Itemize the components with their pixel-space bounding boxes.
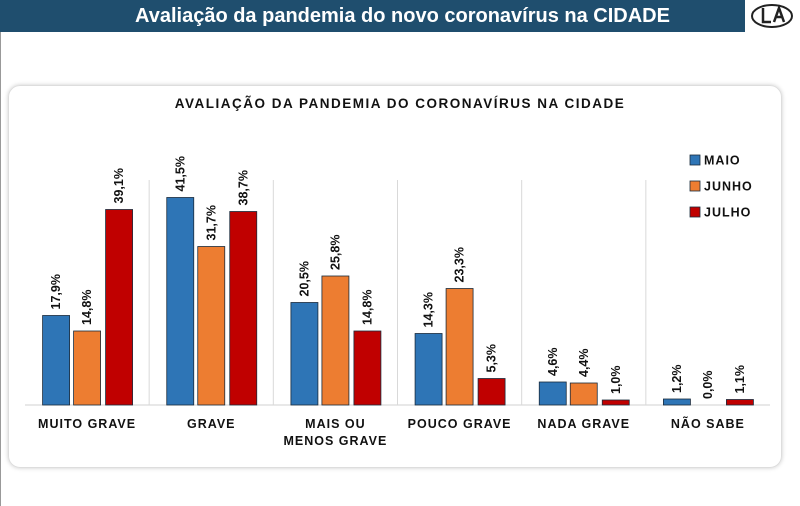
bar (477, 378, 506, 406)
bar (353, 330, 382, 406)
bar (538, 381, 567, 406)
value-label: 39,1% (112, 168, 126, 203)
legend-swatch (689, 180, 701, 192)
x-tick-label: MUITO GRAVE (38, 417, 137, 431)
value-label: 1,1% (733, 365, 747, 394)
chart-panel (8, 85, 782, 468)
bar (445, 288, 474, 406)
value-label: 14,8% (360, 290, 374, 325)
bar (73, 330, 101, 406)
legend-label: MAIO (704, 154, 741, 168)
bar (663, 398, 691, 406)
value-label: 0,0% (701, 371, 715, 400)
value-label: 1,2% (670, 365, 684, 394)
legend-swatch (689, 206, 701, 218)
bar (569, 382, 598, 406)
header-title: Avaliação da pandemia do novo coronavíru… (0, 0, 745, 32)
legend-label: JULHO (704, 206, 751, 220)
x-tick-label: NÃO SABE (670, 417, 745, 431)
value-label: 14,3% (422, 292, 436, 327)
bar (42, 315, 70, 406)
bar (197, 246, 226, 406)
value-label: 25,8% (328, 235, 342, 270)
value-label: 4,6% (546, 348, 560, 377)
logo (751, 4, 793, 28)
bar (726, 399, 754, 406)
bar (166, 197, 195, 406)
value-label: 14,8% (80, 290, 94, 325)
value-label: 38,7% (236, 170, 250, 205)
x-tick-label: GRAVE (186, 417, 236, 431)
x-tick-label: NADA GRAVE (537, 417, 631, 431)
legend-swatch (689, 154, 701, 166)
value-label: 23,3% (453, 247, 467, 282)
value-label: 1,0% (609, 366, 623, 395)
legend-label: JUNHO (704, 180, 753, 194)
value-label: 41,5% (173, 156, 187, 191)
value-label: 31,7% (204, 205, 218, 240)
bar (105, 209, 133, 406)
x-tick-label: POUCO GRAVE (407, 417, 512, 431)
bar (321, 275, 350, 406)
value-label: 4,4% (577, 349, 591, 378)
x-tick-label: MAIS OU MENOS GRAVE (283, 417, 388, 448)
bar (414, 333, 443, 406)
bar (290, 302, 319, 406)
bar (229, 211, 258, 406)
bar (601, 399, 630, 406)
edge-line (0, 32, 1, 506)
value-label: 5,3% (485, 344, 499, 373)
value-label: 20,5% (297, 261, 311, 296)
chart-title: AVALIAÇÃO DA PANDEMIA DO CORONAVÍRUS NA … (175, 96, 626, 111)
value-label: 17,9% (49, 274, 63, 309)
